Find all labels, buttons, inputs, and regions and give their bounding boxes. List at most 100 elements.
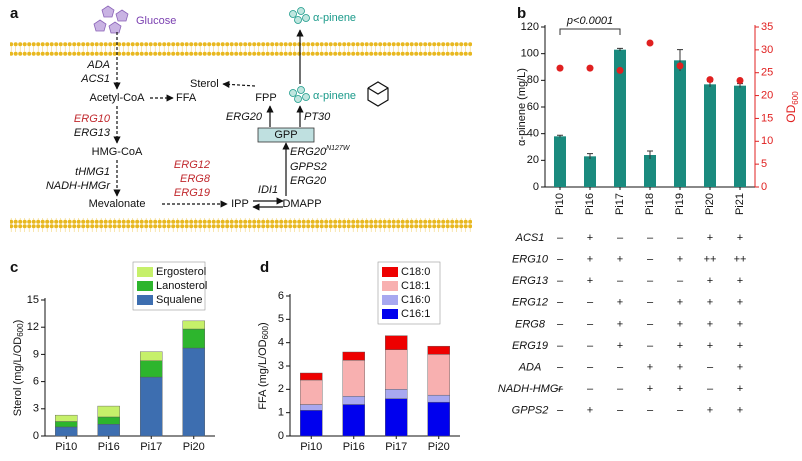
gene-label: ERG10 [74,113,111,125]
y-tick-label: 1 [278,407,284,419]
y-axis-label: FFA (mg/L/OD600) [257,322,270,409]
y-tick-label: 40 [527,128,539,140]
legend-label: C18:0 [401,266,430,278]
y-axis-label: α-pinene (mg/L) [516,68,528,146]
y-axis-label: Sterol (mg/L/OD [12,337,24,417]
genotype-cell: + [737,405,743,417]
genotype-cell: – [617,405,624,417]
genotype-cell: – [647,254,654,266]
gene-label: ERG8 [180,173,211,185]
chart: 0 3 6 9 12 15 Sterol (mg/L/OD600) Pi10 Pi16 Pi17 P… [12,261,215,453]
gpp-box [257,127,315,143]
y-tick-label: 12 [27,321,39,333]
genotype-cell: – [557,340,564,352]
x-tick-label: Pi19 [674,193,686,215]
metabolite: Sterol [190,78,219,90]
y-tick-label: 15 [27,294,39,306]
genotype-cell: – [647,405,654,417]
x-tick-label: Pi20 [704,193,716,215]
genotype-cell: – [557,254,564,266]
point [616,66,624,74]
bar-segment [300,404,323,411]
genotype-cell: + [617,318,623,330]
genotype-cell: – [647,297,654,309]
y-tick-label: 60 [527,101,539,113]
bar-segment [427,394,451,403]
gene-name: ERG19 [512,340,548,352]
genotype-cell: + [707,297,713,309]
pinene-internal: α-pinene [313,90,356,102]
y-axis-label-sub: 600 [261,325,270,339]
bar-segment [182,320,205,330]
point [556,64,564,72]
genotype-cell: + [737,232,743,244]
y-tick-label: 0 [33,430,39,442]
genotype-cell: + [737,383,743,395]
superscript: N127W [326,145,351,152]
gene-name: ADA [518,362,542,374]
gene-name: ACS1 [515,232,545,244]
x-tick-label: Pi17 [614,193,626,215]
legend-swatch [137,267,153,277]
genotype-cell: + [737,297,743,309]
genotype-cell: + [677,362,683,374]
y2-tick-label: 15 [761,112,773,124]
x-tick-label: Pi21 [734,193,746,215]
bar-segment [342,404,366,437]
y-tick-label: 5 [278,313,284,325]
panel-label: b [517,5,526,22]
bar [704,84,716,187]
bar-segment [385,335,408,350]
y-axis-label: FFA (mg/L/OD [257,339,269,409]
genotype-cell: + [737,340,743,352]
genotype-cell: + [677,297,683,309]
bar-segment [97,405,120,418]
y2-axis-label: OD [784,104,798,122]
membrane [10,42,472,56]
y-axis-label: α-pinene (mg/L) [516,68,528,146]
x-tick-label: Pi10 [554,193,566,215]
legend-swatch [382,281,398,291]
bar-segment [427,354,451,396]
x-tick-label: Pi20 [428,441,450,453]
genotype-cell: + [587,254,593,266]
genotype-cell: + [707,340,713,352]
legend-label: Lanosterol [156,280,207,292]
gene-label: ERG20 [290,175,327,187]
y-tick-label: 20 [527,154,539,166]
point [736,76,744,84]
genotype-cell: – [707,362,714,374]
y2-tick-label: 20 [761,89,773,101]
bar [614,49,626,187]
genotype-cell: + [677,254,683,266]
gene-name: ERG10 [512,254,549,266]
metabolite: Acetyl-CoA [89,92,145,104]
y-tick-label: 3 [278,360,284,372]
bar-segment [300,372,323,381]
gene-label: ACS1 [80,73,110,85]
y2-tick-label: 30 [761,44,773,56]
legend-label: C18:1 [401,280,430,292]
metabolite: HMG-CoA [92,146,143,158]
legend-label: Ergosterol [156,266,206,278]
genotype-cell: + [587,275,593,287]
gene-label: tHMG1 [75,166,110,178]
y-axis-label: Sterol (mg/L/OD600) [12,320,25,417]
gene-label: ERG20 [290,146,327,158]
genotype-cell: – [587,318,594,330]
gene-label: IDI1 [258,184,278,196]
genotype-cell: – [587,297,594,309]
bar-segment [427,401,451,437]
y-tick-label: 80 [527,74,539,86]
pinene-icon [289,7,310,103]
genotype-cell: + [707,232,713,244]
genotype-cell: – [677,232,684,244]
panel-label: a [10,5,19,22]
point [706,76,714,84]
error-bar [617,47,623,51]
genotype-cell: – [587,383,594,395]
genotype-cell: – [617,362,624,374]
genotype-cell: – [557,383,564,395]
point [676,62,684,70]
